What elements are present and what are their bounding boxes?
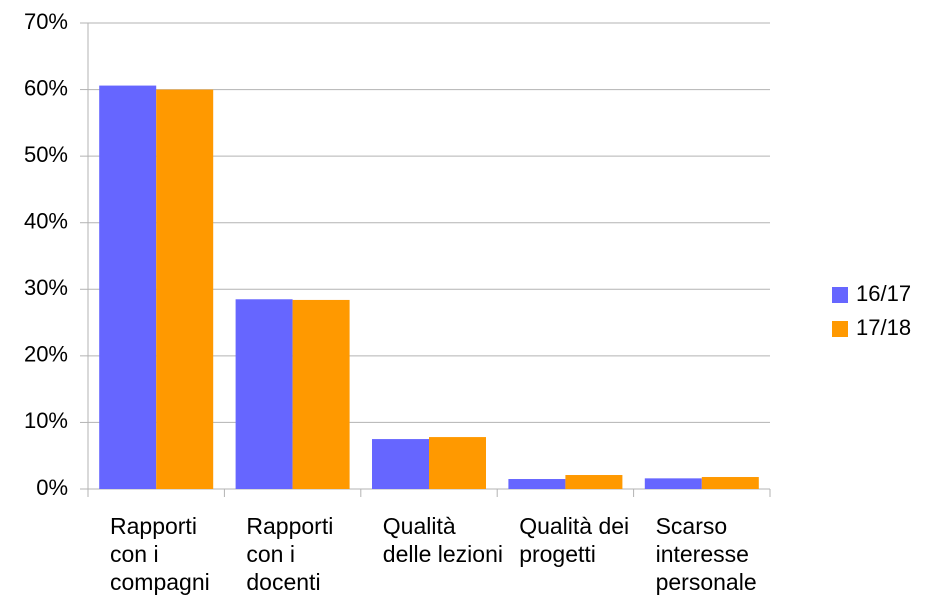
y-tick-label: 40% [24, 209, 68, 234]
x-tick-label: Rapporti con i compagni [110, 513, 210, 595]
y-tick-label: 30% [24, 275, 68, 300]
x-tick-label-box: Qualità dei progetti [519, 513, 630, 567]
x-tick-label: Qualità dei progetti [519, 513, 630, 567]
y-tick-label: 50% [24, 142, 68, 167]
legend-label: 17/18 [856, 315, 911, 340]
x-tick-label-box: Qualità delle lezioni [382, 513, 503, 567]
x-tick-label: Rapporti con i docenti [246, 513, 334, 595]
bar [565, 475, 623, 489]
legend-label: 16/17 [856, 281, 911, 306]
bar [701, 477, 759, 489]
bar [156, 89, 214, 490]
y-tick-label: 70% [24, 9, 68, 34]
x-tick-label-box: Scarso interesse personale [655, 513, 757, 595]
x-tick-label: Qualità delle lezioni [382, 513, 503, 567]
bar [508, 479, 566, 489]
bar [292, 299, 350, 489]
y-tick-label: 60% [24, 75, 68, 100]
bar [372, 439, 429, 489]
legend-swatch [832, 287, 848, 303]
bar [644, 478, 702, 489]
y-tick-label: 10% [24, 408, 68, 433]
x-tick-label-box: Rapporti con i compagni [110, 513, 210, 595]
bar [429, 437, 486, 489]
bar [235, 299, 293, 489]
x-tick-label: Scarso interesse personale [655, 513, 757, 595]
legend-swatch [832, 321, 848, 337]
y-tick-label: 0% [36, 475, 68, 500]
bar [99, 85, 157, 489]
y-tick-label: 20% [24, 342, 68, 367]
x-tick-label-box: Rapporti con i docenti [246, 513, 334, 595]
